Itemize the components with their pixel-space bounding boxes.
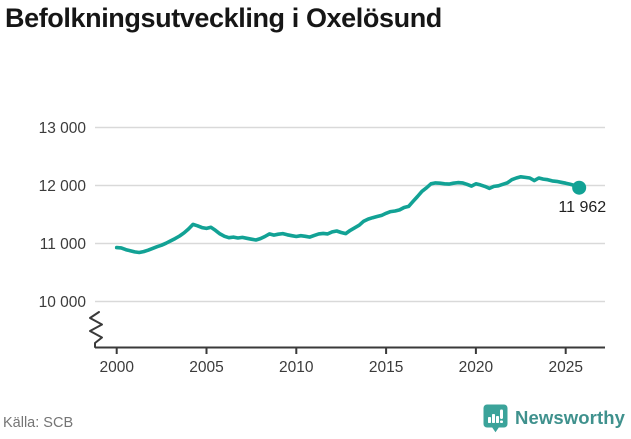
- x-tick-label: 2000: [99, 359, 134, 376]
- latest-value-label: 11 962: [558, 199, 606, 216]
- x-tick-label: 2020: [459, 359, 494, 376]
- x-tick-label: 2015: [369, 359, 403, 376]
- newsworthy-bubble-chart-icon: [483, 404, 508, 432]
- x-tick-label: 2025: [548, 359, 582, 376]
- newsworthy-logo: Newsworthy: [483, 403, 625, 433]
- population-line: [114, 175, 581, 255]
- latest-point-marker: [572, 180, 587, 195]
- newsworthy-wordmark: Newsworthy: [515, 407, 625, 428]
- chart-title: Befolkningsutveckling i Oxelösund: [5, 3, 442, 33]
- x-tick-label: 2005: [189, 359, 223, 376]
- axis-break-icon: [89, 311, 103, 348]
- y-tick-label: 11 000: [40, 236, 87, 253]
- source-note: Källa: SCB: [3, 415, 74, 431]
- y-tick-label: 12 000: [39, 178, 87, 195]
- y-tick-label: 13 000: [39, 120, 87, 137]
- y-tick-label: 10 000: [39, 294, 87, 311]
- x-tick-label: 2010: [279, 359, 314, 376]
